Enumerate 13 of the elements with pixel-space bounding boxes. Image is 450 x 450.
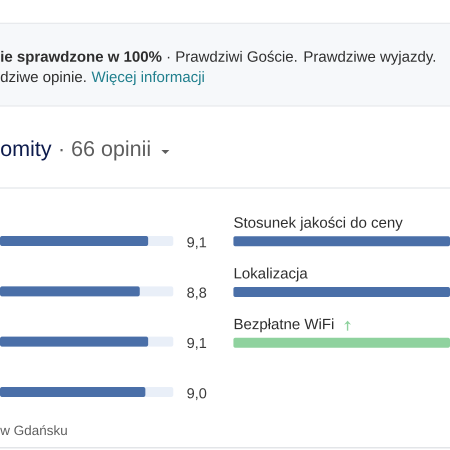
text: omity	[1, 140, 52, 160]
text: · 66 opinii	[60, 140, 150, 160]
y-tick-label: Bezpłatne WiFi	[234, 318, 334, 332]
text: dziwe opinie.	[0, 71, 86, 86]
text: w Gdańsku	[0, 425, 67, 436]
y-tick-label: Stosunek jakości do ceny	[234, 216, 403, 231]
data-label: 9,1	[187, 237, 206, 250]
text: Więcej informacji	[92, 71, 204, 86]
data-label: 9,0	[187, 388, 206, 400]
data-label: 9,1	[187, 338, 206, 350]
data-label: 8,8	[187, 288, 206, 300]
y-tick-label: Lokalizacja	[234, 268, 308, 282]
text: ie sprawdzone w 100% · Prawdziwi Goście. Prawdziwe wyjazdy.	[1, 50, 436, 65]
